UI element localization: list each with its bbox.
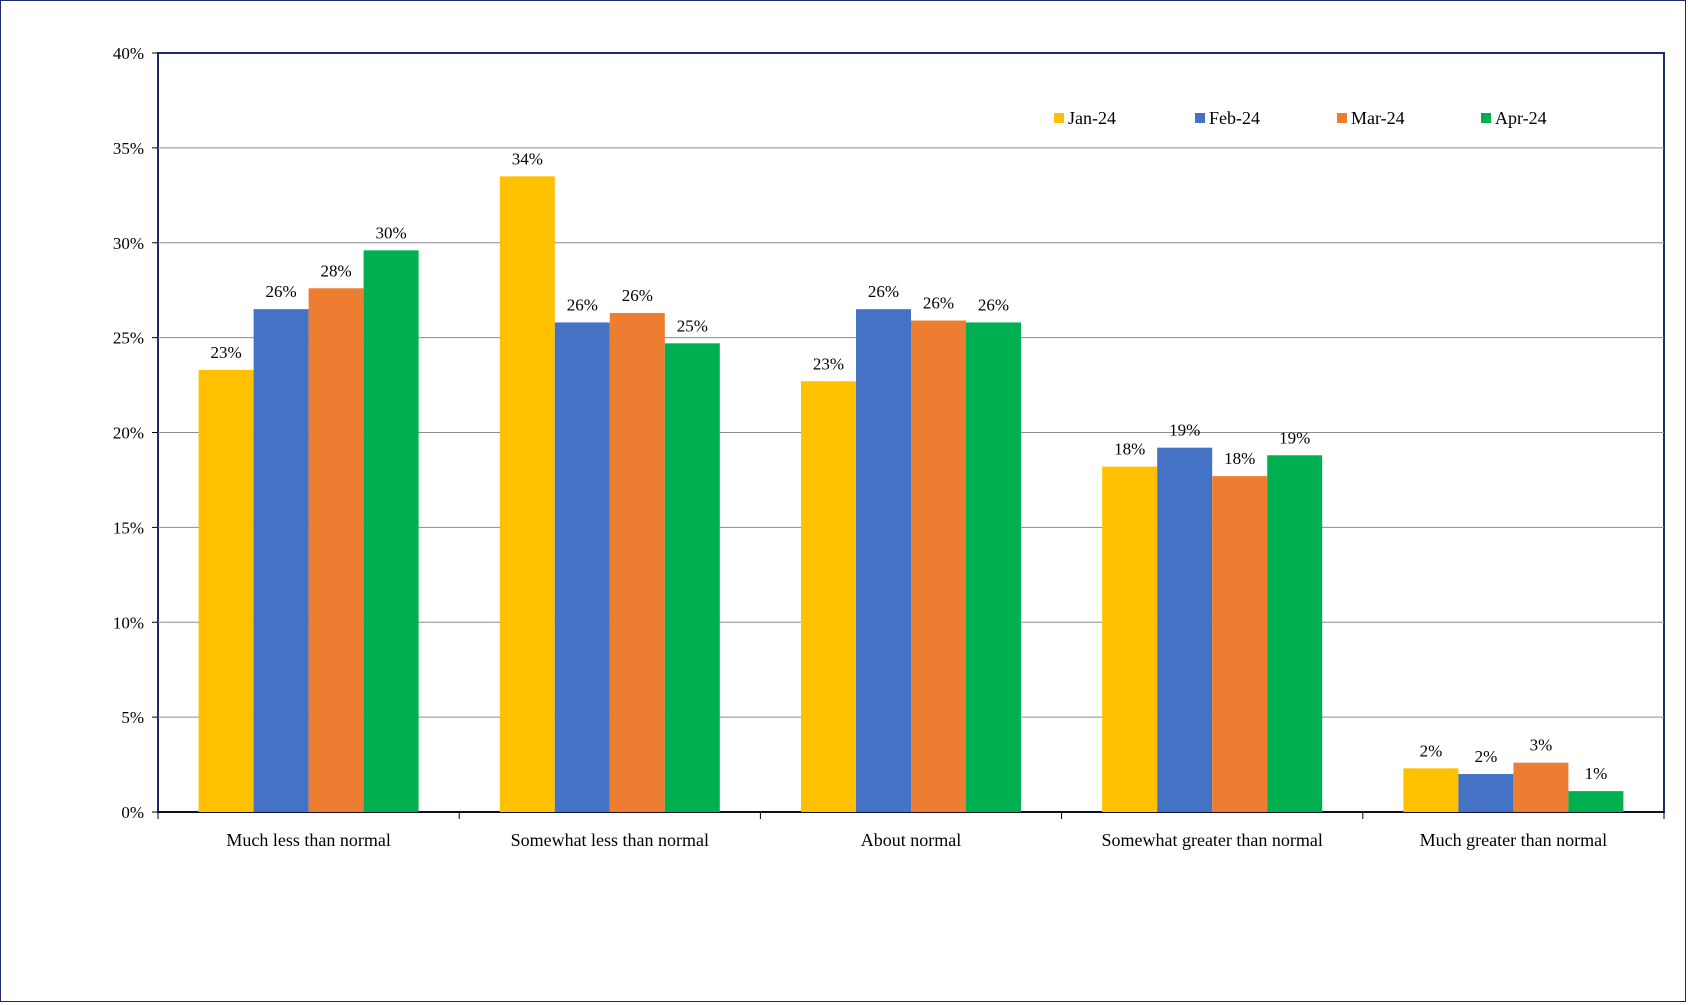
data-label: 26%: [923, 294, 954, 313]
legend-swatch: [1481, 113, 1491, 123]
bar-mar-24: [609, 312, 665, 812]
legend-swatch: [1054, 113, 1064, 123]
legend-label: Jan-24: [1068, 108, 1116, 128]
data-label: 28%: [321, 261, 352, 280]
data-label: 18%: [1224, 449, 1255, 468]
bar-mar-24: [911, 320, 966, 812]
x-category-label: Somewhat greater than normal: [1101, 830, 1322, 850]
y-tick-label: 10%: [113, 613, 144, 632]
bar-feb-24: [856, 309, 911, 812]
bar-mar-24: [308, 288, 364, 812]
data-label: 19%: [1169, 421, 1200, 440]
data-label: 26%: [868, 282, 899, 301]
data-label: 23%: [813, 354, 844, 373]
bar-feb-24: [554, 322, 610, 812]
bar-apr-24: [1267, 455, 1323, 812]
legend-swatch: [1337, 113, 1347, 123]
x-category-label: Much less than normal: [226, 830, 390, 850]
legend-label: Feb-24: [1209, 108, 1260, 128]
data-label: 19%: [1279, 428, 1310, 447]
y-tick-label: 30%: [113, 234, 144, 253]
data-label: 34%: [512, 149, 543, 168]
y-tick-label: 5%: [121, 708, 144, 727]
x-category-label: Much greater than normal: [1420, 830, 1607, 850]
data-label: 3%: [1530, 736, 1553, 755]
data-label: 1%: [1585, 764, 1608, 783]
bar-jan-24: [499, 176, 555, 812]
y-tick-label: 20%: [113, 424, 144, 443]
bar-apr-24: [1568, 791, 1624, 812]
bar-jan-24: [1403, 768, 1459, 812]
data-label: 25%: [677, 316, 708, 335]
x-category-label: About normal: [861, 830, 962, 850]
y-tick-label: 40%: [113, 44, 144, 63]
bar-jan-24: [801, 381, 856, 812]
data-label: 26%: [978, 295, 1009, 314]
x-category-label: Somewhat less than normal: [511, 830, 709, 850]
y-tick-label: 15%: [113, 518, 144, 537]
legend-swatch: [1195, 113, 1205, 123]
bar-mar-24: [1212, 476, 1268, 812]
data-label: 26%: [266, 282, 297, 301]
bar-feb-24: [1458, 774, 1514, 812]
data-label: 23%: [211, 343, 242, 362]
y-tick-label: 35%: [113, 139, 144, 158]
y-tick-label: 0%: [121, 803, 144, 822]
data-label: 30%: [376, 223, 407, 242]
data-label: 26%: [622, 286, 653, 305]
bar-mar-24: [1513, 762, 1569, 812]
bar-jan-24: [1102, 466, 1158, 812]
data-label: 26%: [567, 295, 598, 314]
bar-apr-24: [966, 322, 1021, 812]
bar-apr-24: [363, 250, 419, 813]
bar-jan-24: [198, 369, 254, 812]
legend-label: Mar-24: [1351, 108, 1405, 128]
y-tick-label: 25%: [113, 329, 144, 348]
bar-feb-24: [1157, 447, 1213, 812]
data-label: 2%: [1475, 747, 1498, 766]
legend-label: Apr-24: [1495, 108, 1547, 128]
data-label: 18%: [1114, 440, 1145, 459]
bar-apr-24: [664, 343, 720, 812]
bar-feb-24: [253, 309, 309, 812]
data-label: 2%: [1420, 741, 1443, 760]
